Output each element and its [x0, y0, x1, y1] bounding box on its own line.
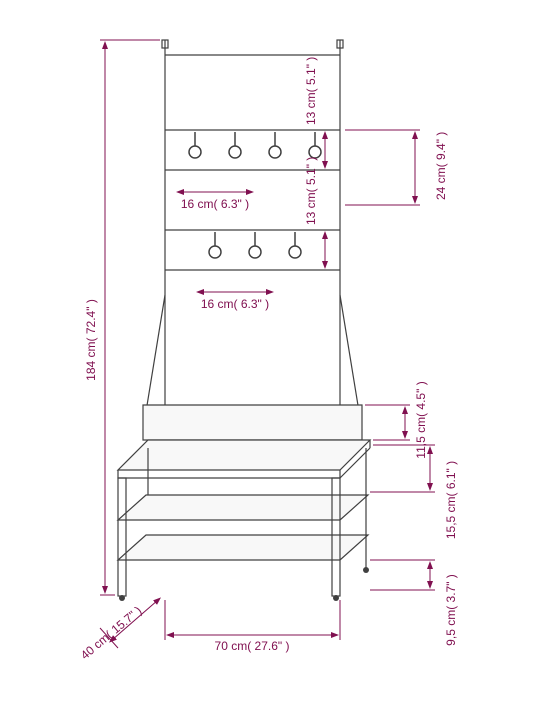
- dim-hook-spacing-1: 16 cm( 6.3" ): [181, 197, 249, 211]
- dim-hook-spacing-2: 16 cm( 6.3" ): [201, 297, 269, 311]
- product-diagram: 184 cm( 72.4" ) 40 cm( 15.7" ) 70 cm( 27…: [0, 0, 540, 720]
- dim-total-height: 184 cm( 72.4" ): [84, 299, 98, 381]
- dim-hook-drop-2: 13 cm( 5.1" ): [304, 157, 318, 225]
- dim-width: 70 cm( 27.6" ): [215, 639, 290, 653]
- dim-shelf-gap: 9,5 cm( 3.7" ): [444, 574, 458, 646]
- hooks-row-2: [209, 232, 301, 258]
- dim-depth: 40 cm( 15.7" ): [78, 603, 144, 662]
- dim-bench-gap: 15,5 cm( 6.1" ): [444, 461, 458, 539]
- hooks-row-1: [189, 132, 321, 158]
- dim-hook-drop-1: 13 cm( 5.1" ): [304, 57, 318, 125]
- product-outline: [118, 40, 370, 601]
- dim-back-panel: 11,5 cm( 4.5" ): [414, 381, 428, 458]
- dimension-lines: 184 cm( 72.4" ) 40 cm( 15.7" ) 70 cm( 27…: [78, 40, 458, 662]
- dim-top-section: 24 cm( 9.4" ): [434, 132, 448, 200]
